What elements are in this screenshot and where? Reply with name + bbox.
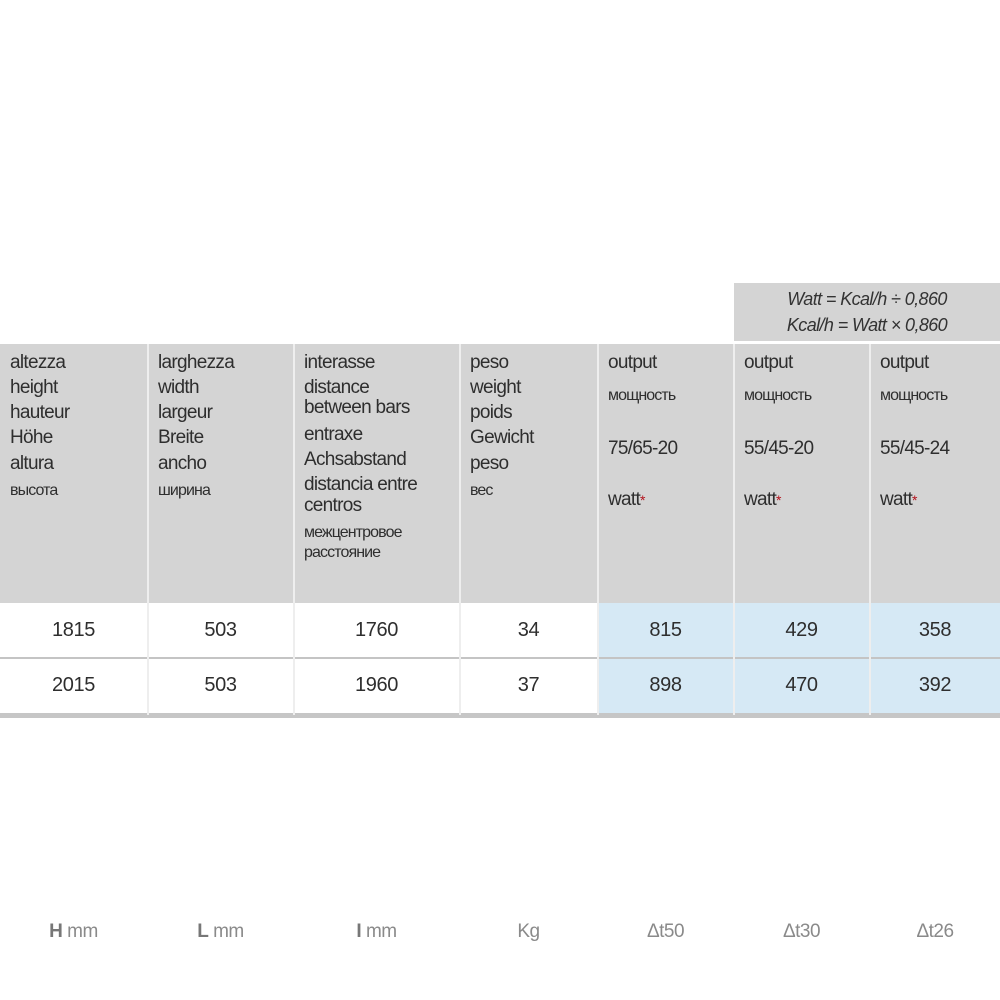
unit-label: Δt26 — [916, 921, 954, 942]
unit-label: Δt50 — [646, 921, 685, 942]
label: width — [158, 377, 200, 398]
label: output — [880, 352, 929, 373]
label: hauteur — [10, 402, 70, 423]
table-cell: 429 — [734, 603, 869, 658]
table-cell: 34 — [517, 619, 540, 641]
star-icon: * — [912, 492, 917, 508]
label: 55/45-24 — [880, 438, 950, 459]
label: altura — [10, 453, 54, 474]
label: weight — [470, 377, 521, 398]
label: centros — [304, 495, 362, 516]
label: altezza — [10, 352, 66, 373]
unit-label: Kg — [517, 921, 540, 942]
label: мощность — [608, 387, 676, 404]
conversion-formula-box: Watt = Kcal/h ÷ 0,860 Kcal/h = Watt × 0,… — [734, 283, 1000, 341]
label: watt* — [744, 489, 781, 510]
table-cell: 392 — [870, 658, 1000, 713]
label: output — [744, 352, 793, 373]
label: 55/45-20 — [744, 438, 814, 459]
table-cell: 37 — [517, 674, 540, 696]
label: межцентровое — [304, 524, 402, 541]
header-height: altezza height hauteur Höhe altura высот… — [0, 344, 147, 942]
header-output-dt30: output мощность 55/45-20 watt* Δt30 — [734, 344, 869, 942]
star-icon: * — [640, 492, 645, 508]
label: between bars — [304, 397, 410, 418]
row-divider — [0, 657, 1000, 659]
label: interasse — [304, 352, 375, 373]
label: output — [608, 352, 657, 373]
table-cell: 1760 — [355, 619, 398, 641]
table-cell: 898 — [598, 658, 733, 713]
column-divider — [869, 344, 871, 715]
table-cell: 503 — [204, 619, 237, 641]
label: distancia entre — [304, 474, 418, 495]
label: высота — [10, 482, 58, 499]
column-divider — [147, 344, 149, 715]
label: ширина — [158, 482, 211, 499]
formula-watt: Watt = Kcal/h ÷ 0,860 — [787, 289, 947, 309]
table-cell: 470 — [734, 658, 869, 713]
label: ancho — [158, 453, 207, 474]
header-weight: peso weight poids Gewicht peso вес Kg — [460, 344, 597, 942]
label: peso — [470, 453, 509, 474]
unit-label: Δt30 — [782, 921, 821, 942]
table-cell: 358 — [870, 603, 1000, 658]
label: Breite — [158, 427, 204, 448]
label: Achsabstand — [304, 449, 407, 470]
header-width: larghezza width largeur Breite ancho шир… — [148, 344, 293, 942]
label: вес — [470, 482, 493, 499]
label: peso — [470, 352, 509, 373]
header-output-dt50: output мощность 75/65-20 watt* Δt50 — [598, 344, 733, 942]
table-cell: 2015 — [52, 674, 95, 696]
column-divider — [597, 344, 599, 715]
label: entraxe — [304, 424, 363, 445]
label: мощность — [880, 387, 948, 404]
label: расстояние — [304, 544, 381, 561]
label: 75/65-20 — [608, 438, 678, 459]
header-output-dt26: output мощность 55/45-24 watt* Δt26 — [870, 344, 1000, 942]
table-cell: 1960 — [355, 674, 398, 696]
star-icon: * — [776, 492, 781, 508]
label: watt* — [880, 489, 917, 510]
label: Gewicht — [470, 427, 534, 448]
column-divider — [293, 344, 295, 715]
formula-kcal: Kcal/h = Watt × 0,860 — [786, 315, 948, 335]
table-bottom-border — [0, 713, 1000, 718]
label: height — [10, 377, 58, 398]
table-cell: 503 — [204, 674, 237, 696]
unit-label: I mm — [356, 921, 397, 942]
unit-label: L mm — [197, 921, 244, 942]
label: Höhe — [10, 427, 53, 448]
unit-label: H mm — [49, 921, 98, 942]
column-divider — [733, 344, 735, 715]
table-cell: 1815 — [52, 619, 95, 641]
header-distance: interasse distance between bars entraxe … — [294, 344, 459, 942]
label: poids — [470, 402, 513, 423]
table-cell: 815 — [598, 603, 733, 658]
label: largeur — [158, 402, 213, 423]
label: larghezza — [158, 352, 235, 373]
label: distance — [304, 377, 370, 398]
column-divider — [459, 344, 461, 715]
label: мощность — [744, 387, 812, 404]
label: watt* — [608, 489, 645, 510]
